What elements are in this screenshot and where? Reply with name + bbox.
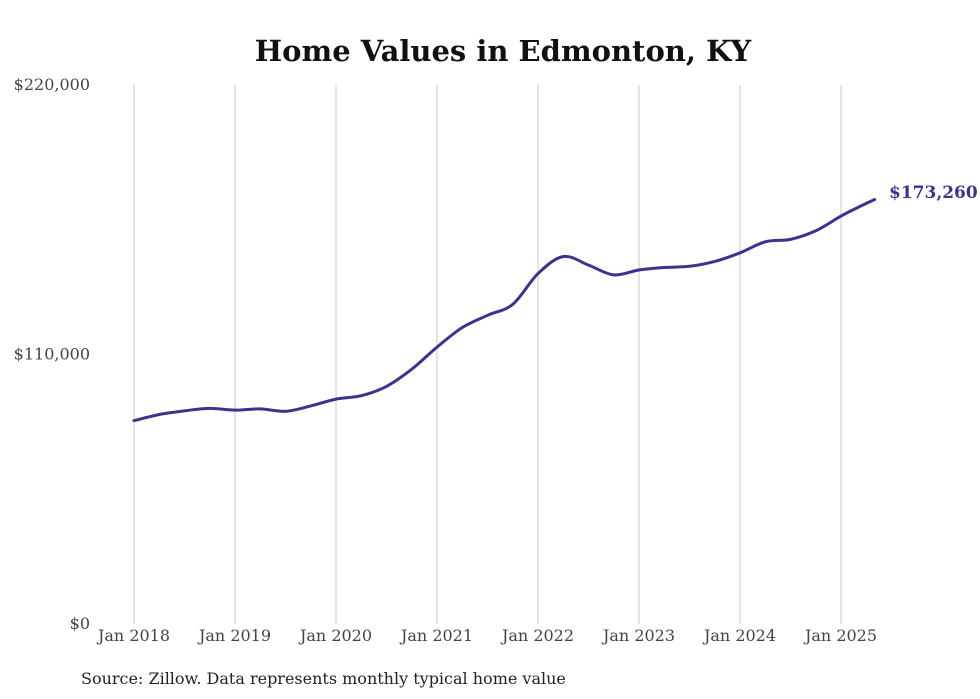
grid-lines [133, 85, 842, 624]
y-tick-label: $220,000 [14, 75, 90, 94]
x-tick-label: Jan 2024 [702, 626, 776, 645]
x-tick-label: Jan 2023 [601, 626, 675, 645]
end-value-label: $173,260 [889, 183, 978, 203]
x-tick-label: Jan 2022 [500, 626, 574, 645]
x-tick-label: Jan 2025 [803, 626, 877, 645]
y-tick-label: $110,000 [14, 345, 90, 364]
home-value-line [132, 198, 877, 423]
chart-title: Home Values in Edmonton, KY [255, 34, 752, 68]
y-tick-label: $0 [70, 614, 90, 633]
x-tick-label: Jan 2019 [197, 626, 271, 645]
series-layer [132, 198, 877, 423]
x-tick-label: Jan 2020 [298, 626, 372, 645]
x-tick-label: Jan 2018 [96, 626, 170, 645]
x-tick-label: Jan 2021 [399, 626, 473, 645]
x-axis: Jan 2018 Jan 2019 Jan 2020 Jan 2021 Jan 2022… [96, 626, 877, 645]
y-axis: $0 $110,000 $220,000 [14, 75, 90, 633]
source-note: Source: Zillow. Data represents monthly … [81, 669, 566, 688]
